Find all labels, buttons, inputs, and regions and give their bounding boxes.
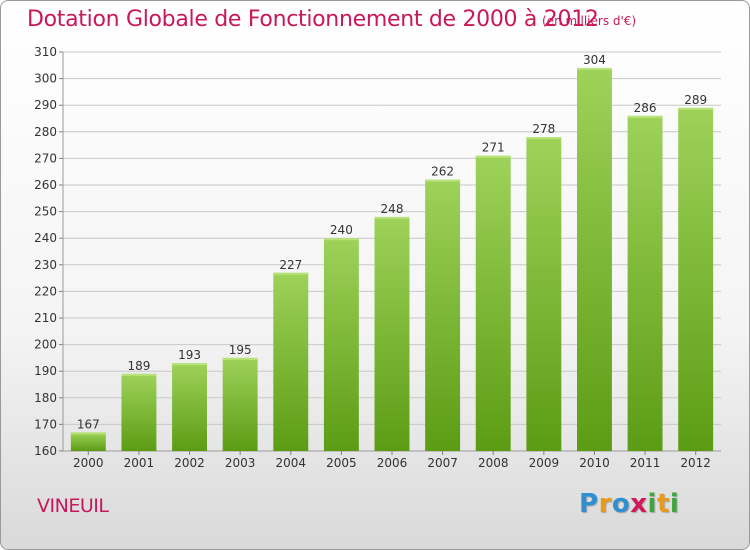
proxiti-logo: Proxiti: [579, 489, 680, 519]
y-tick-label: 170: [34, 417, 57, 431]
bar-highlight: [323, 238, 359, 241]
bar-highlight: [121, 373, 157, 376]
bar-highlight: [627, 115, 663, 118]
bar-value-label: 227: [279, 258, 302, 272]
y-tick-label: 290: [34, 98, 57, 112]
x-tick-label: 2000: [73, 456, 104, 470]
y-tick-label: 180: [34, 391, 57, 405]
bar-value-label: 286: [634, 101, 657, 115]
bar: [172, 363, 208, 451]
y-tick-label: 300: [34, 72, 57, 86]
bar: [526, 137, 562, 451]
bar: [222, 357, 258, 451]
x-tick-label: 2009: [529, 456, 560, 470]
y-tick-label: 200: [34, 338, 57, 352]
bar-value-label: 289: [684, 93, 707, 107]
x-tick-label: 2003: [225, 456, 256, 470]
y-tick-label: 190: [34, 364, 57, 378]
bar-highlight: [273, 272, 309, 275]
bar-highlight: [475, 155, 511, 158]
bar: [627, 115, 663, 451]
y-tick-label: 220: [34, 284, 57, 298]
bar-value-label: 271: [482, 141, 505, 155]
y-tick-label: 230: [34, 258, 57, 272]
bar: [323, 238, 359, 451]
bar-value-label: 262: [431, 165, 454, 179]
bar-highlight: [678, 107, 714, 110]
y-tick-label: 240: [34, 231, 57, 245]
x-tick-label: 2004: [275, 456, 306, 470]
y-tick-label: 160: [34, 444, 57, 458]
bar-value-label: 189: [127, 359, 150, 373]
bar-highlight: [576, 67, 612, 70]
x-tick-label: 2010: [579, 456, 610, 470]
y-tick-label: 250: [34, 205, 57, 219]
y-tick-label: 210: [34, 311, 57, 325]
chart-title: Dotation Globale de Fonctionnement de 20…: [27, 7, 599, 32]
bar-value-label: 195: [229, 343, 252, 357]
x-tick-label: 2011: [630, 456, 661, 470]
y-tick-label: 280: [34, 125, 57, 139]
bar-value-label: 167: [77, 417, 100, 431]
bar: [475, 155, 511, 452]
bar-highlight: [526, 137, 562, 140]
commune-name: VINEUIL: [37, 495, 109, 517]
bar-value-label: 278: [532, 122, 555, 136]
x-tick-label: 2008: [478, 456, 509, 470]
y-tick-label: 270: [34, 151, 57, 165]
bar-highlight: [374, 216, 410, 219]
bar-highlight: [425, 179, 461, 182]
chart-subtitle: (en milliers d'€): [542, 14, 637, 28]
bar: [425, 179, 461, 451]
bar: [576, 67, 612, 452]
y-tick-label: 260: [34, 178, 57, 192]
x-tick-label: 2012: [680, 456, 711, 470]
bar: [121, 373, 157, 451]
bar: [678, 107, 714, 452]
y-tick-label: 310: [34, 45, 57, 59]
bar-value-label: 240: [330, 223, 353, 237]
x-tick-label: 2007: [427, 456, 458, 470]
x-tick-label: 2006: [377, 456, 408, 470]
bar-value-label: 193: [178, 348, 201, 362]
bar: [70, 432, 106, 451]
bar-value-label: 248: [381, 202, 404, 216]
x-tick-label: 2001: [124, 456, 155, 470]
bar-value-label: 304: [583, 53, 606, 67]
x-tick-label: 2002: [174, 456, 205, 470]
bar-highlight: [222, 357, 258, 360]
bar-highlight: [70, 432, 106, 435]
bar: [374, 216, 410, 451]
x-tick-label: 2005: [326, 456, 357, 470]
bar-highlight: [172, 363, 208, 366]
bar: [273, 272, 309, 451]
